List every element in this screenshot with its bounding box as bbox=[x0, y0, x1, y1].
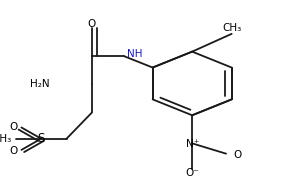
Text: O⁻: O⁻ bbox=[185, 168, 199, 178]
Text: O: O bbox=[233, 150, 241, 160]
Text: CH₃: CH₃ bbox=[0, 134, 11, 144]
Text: O: O bbox=[9, 121, 17, 131]
Text: O: O bbox=[88, 19, 96, 28]
Text: CH₃: CH₃ bbox=[222, 23, 241, 33]
Text: S: S bbox=[37, 132, 45, 145]
Text: NH: NH bbox=[127, 50, 143, 59]
Text: O: O bbox=[9, 146, 17, 156]
Text: N⁺: N⁺ bbox=[186, 139, 199, 149]
Text: H₂N: H₂N bbox=[30, 79, 50, 89]
